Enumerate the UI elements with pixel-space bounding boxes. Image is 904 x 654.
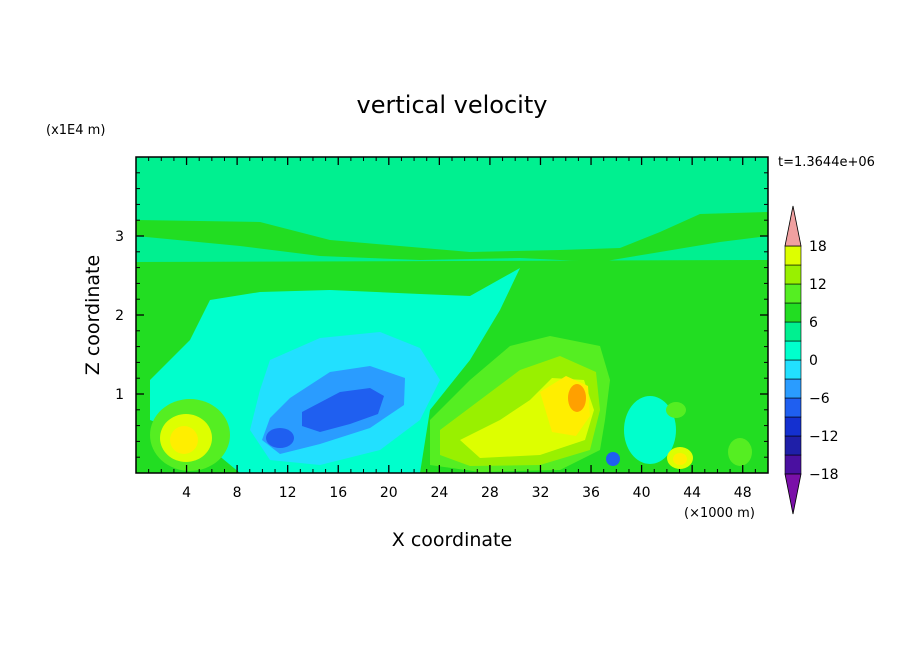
updraft-tiny <box>666 402 686 418</box>
colorbar-bin <box>784 416 802 437</box>
downdraft-core <box>302 388 384 432</box>
upper-band <box>136 212 768 262</box>
x-tick-label: 8 <box>233 485 242 501</box>
colorbar-tick-label: 18 <box>809 239 827 255</box>
colorbar-extend-top <box>784 205 802 247</box>
colorbar-bin <box>784 340 802 361</box>
x-tick-label: 48 <box>734 485 752 501</box>
x-tick-label: 44 <box>683 485 701 501</box>
contour-field <box>136 157 768 473</box>
updraft-left-core <box>170 426 198 454</box>
x-tick-label: 36 <box>582 485 600 501</box>
x-tick-label: 4 <box>182 485 191 501</box>
colorbar-bin <box>784 245 802 266</box>
colorbar: −18 −12 −6 0 6 12 18 <box>784 205 839 515</box>
x-axis: 4 8 12 16 20 24 28 32 36 40 44 48 <box>148 157 756 501</box>
y-tick-label: 1 <box>115 387 124 403</box>
x-tick-label: 24 <box>430 485 448 501</box>
y-unit-label: (x1E4 m) <box>46 123 105 138</box>
colorbar-tick-label: 0 <box>809 353 818 369</box>
colorbar-bin <box>784 378 802 399</box>
x-tick-label: 12 <box>279 485 297 501</box>
x-tick-label: 40 <box>633 485 651 501</box>
x-unit-label: (×1000 m) <box>684 506 755 521</box>
y-axis: 1 2 3 <box>115 172 768 458</box>
colorbar-tick-label: −6 <box>809 391 830 407</box>
colorbar-bin <box>784 264 802 285</box>
updraft-small-right-core <box>673 453 687 465</box>
colorbar-bin <box>784 454 802 475</box>
colorbar-bin <box>784 302 802 323</box>
updraft-right-peak <box>568 384 586 412</box>
colorbar-bin <box>784 435 802 456</box>
x-axis-label: X coordinate <box>392 529 512 551</box>
downdraft-small-core <box>266 428 294 448</box>
y-axis-label: Z coordinate <box>82 255 104 375</box>
x-tick-label: 32 <box>532 485 550 501</box>
y-tick-label: 2 <box>115 308 124 324</box>
colorbar-bin <box>784 321 802 342</box>
time-label: t=1.3644e+06 <box>778 155 875 170</box>
x-tick-label: 20 <box>380 485 398 501</box>
colorbar-bin <box>784 283 802 304</box>
colorbar-tick-label: 6 <box>809 315 818 331</box>
chart-title: vertical velocity <box>357 91 548 119</box>
x-tick-label: 28 <box>481 485 499 501</box>
downdraft-small-right <box>606 452 620 466</box>
colorbar-extend-bottom <box>784 473 802 515</box>
colorbar-bin <box>784 359 802 380</box>
updraft-far-right <box>728 438 752 466</box>
y-tick-label: 3 <box>115 229 124 245</box>
colorbar-bin <box>784 397 802 418</box>
x-tick-label: 16 <box>329 485 347 501</box>
colorbar-tick-label: 12 <box>809 277 827 293</box>
colorbar-tick-label: −12 <box>809 429 839 445</box>
negative-patch-right <box>624 396 676 464</box>
colorbar-tick-label: −18 <box>809 467 839 483</box>
